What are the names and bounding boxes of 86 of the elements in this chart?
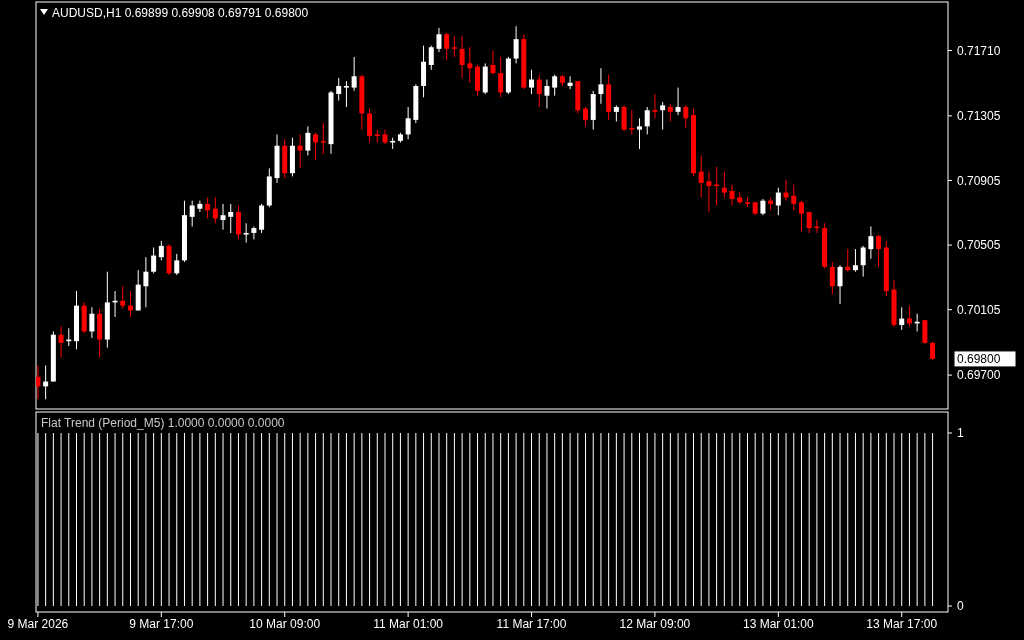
candlestick (845, 248, 851, 273)
candlestick (930, 340, 936, 361)
candlestick (405, 106, 411, 140)
y-tick-label: 0 (957, 599, 964, 614)
chart-title: Flat Trend (Period_M5) 1.0000 0.0000 0.0000 (41, 416, 285, 430)
candlestick (320, 122, 326, 155)
candlestick (729, 184, 735, 206)
candlestick (798, 200, 804, 232)
candlestick (852, 248, 858, 273)
candlestick (467, 46, 473, 84)
candlestick (351, 56, 357, 92)
y-tick-label: 0.71710 (957, 43, 1001, 58)
candlestick (313, 132, 319, 161)
candlestick (143, 256, 149, 308)
candlestick (536, 74, 542, 108)
x-tick-label: 13 Mar 17:00 (866, 617, 938, 631)
x-tick-label: 10 Mar 09:00 (249, 617, 321, 631)
candlestick (235, 205, 241, 240)
candlestick (544, 79, 550, 110)
x-tick-label: 11 Mar 17:00 (496, 617, 567, 631)
candlestick (706, 171, 712, 213)
candlestick (498, 56, 504, 98)
candlestick (58, 326, 64, 358)
chart-title: AUDUSD,H1 0.69899 0.69908 0.69791 0.69800 (52, 6, 309, 20)
candlestick (814, 219, 820, 234)
y-tick-label: 1 (957, 426, 964, 441)
x-tick-label: 13 Mar 01:00 (742, 617, 814, 631)
candlestick (629, 109, 635, 135)
candlestick (637, 117, 642, 150)
candlestick (829, 261, 835, 295)
x-tick-label: 9 Mar 17:00 (129, 617, 194, 631)
y-tick-label: 0.70505 (957, 238, 1001, 253)
candlestick (197, 200, 203, 213)
candlestick (598, 67, 604, 105)
candlestick (305, 125, 311, 156)
candlestick (436, 27, 442, 53)
candlestick (212, 196, 218, 224)
candlestick (251, 226, 257, 240)
candlestick (297, 133, 303, 169)
y-tick-label: 0.71305 (957, 109, 1001, 124)
candlestick (899, 306, 905, 331)
candlestick (428, 45, 434, 71)
candlestick (583, 106, 589, 127)
x-tick-label: 9 Mar 2026 (7, 617, 69, 631)
candlestick (205, 196, 211, 219)
candlestick (644, 106, 650, 135)
candlestick (675, 87, 681, 116)
text: 0.69800 (957, 352, 1001, 367)
candlestick (552, 74, 558, 97)
candlestick (698, 154, 704, 198)
candlestick (567, 75, 573, 90)
x-tick-label: 11 Mar 01:00 (373, 617, 444, 631)
candlestick (151, 246, 157, 274)
candlestick (529, 69, 535, 95)
candlestick (860, 245, 866, 278)
candlestick (444, 32, 450, 61)
y-tick-label: 0.69700 (957, 368, 1001, 383)
candlestick (837, 264, 843, 305)
candlestick (174, 253, 180, 276)
candlestick (336, 77, 342, 102)
candlestick (868, 226, 874, 260)
y-tick-label: 0.70905 (957, 173, 1001, 188)
candlestick (922, 319, 928, 345)
x-tick-label: 12 Mar 09:00 (619, 617, 691, 631)
candlestick (158, 240, 164, 261)
y-tick-label: 0.70105 (957, 302, 1001, 317)
candlestick (367, 108, 373, 144)
candlestick (343, 80, 349, 108)
candlestick (220, 203, 226, 231)
candlestick (775, 187, 781, 216)
candlestick (243, 222, 249, 244)
candlestick (621, 104, 627, 132)
candlestick (451, 35, 457, 58)
candlestick (120, 285, 126, 310)
candlestick (228, 203, 234, 234)
candlestick (652, 93, 658, 119)
candlestick (89, 306, 95, 339)
candlestick (791, 184, 797, 211)
candlestick (660, 101, 666, 131)
candlestick (513, 25, 519, 64)
candlestick (721, 171, 727, 198)
candlestick (876, 234, 882, 268)
candlestick (490, 49, 496, 76)
candlestick (189, 200, 195, 227)
candlestick (459, 35, 465, 79)
candlestick (683, 104, 689, 129)
